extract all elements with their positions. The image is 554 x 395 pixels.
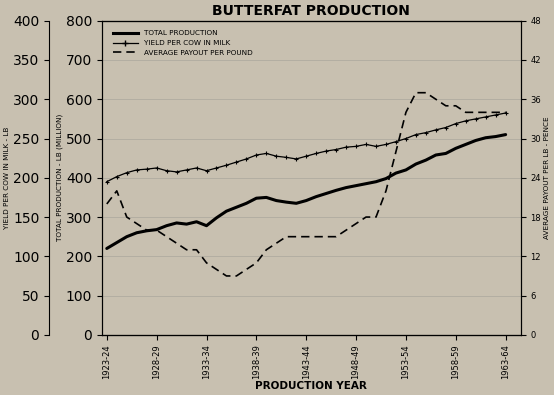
Title: BUTTERFAT PRODUCTION: BUTTERFAT PRODUCTION (212, 4, 410, 18)
X-axis label: PRODUCTION YEAR: PRODUCTION YEAR (255, 381, 367, 391)
Y-axis label: YIELD PER COW IN MILK - LB: YIELD PER COW IN MILK - LB (4, 126, 10, 229)
Y-axis label: TOTAL PRODUCTION - LB (MILLION): TOTAL PRODUCTION - LB (MILLION) (57, 114, 63, 241)
Y-axis label: AVERAGE PAYOUT PER LB - PENCE: AVERAGE PAYOUT PER LB - PENCE (544, 117, 550, 239)
Legend: TOTAL PRODUCTION, YIELD PER COW IN MILK, AVERAGE PAYOUT PER POUND: TOTAL PRODUCTION, YIELD PER COW IN MILK,… (110, 28, 255, 58)
